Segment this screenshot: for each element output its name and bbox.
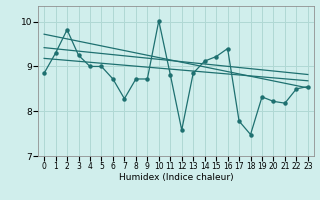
X-axis label: Humidex (Indice chaleur): Humidex (Indice chaleur) [119,173,233,182]
